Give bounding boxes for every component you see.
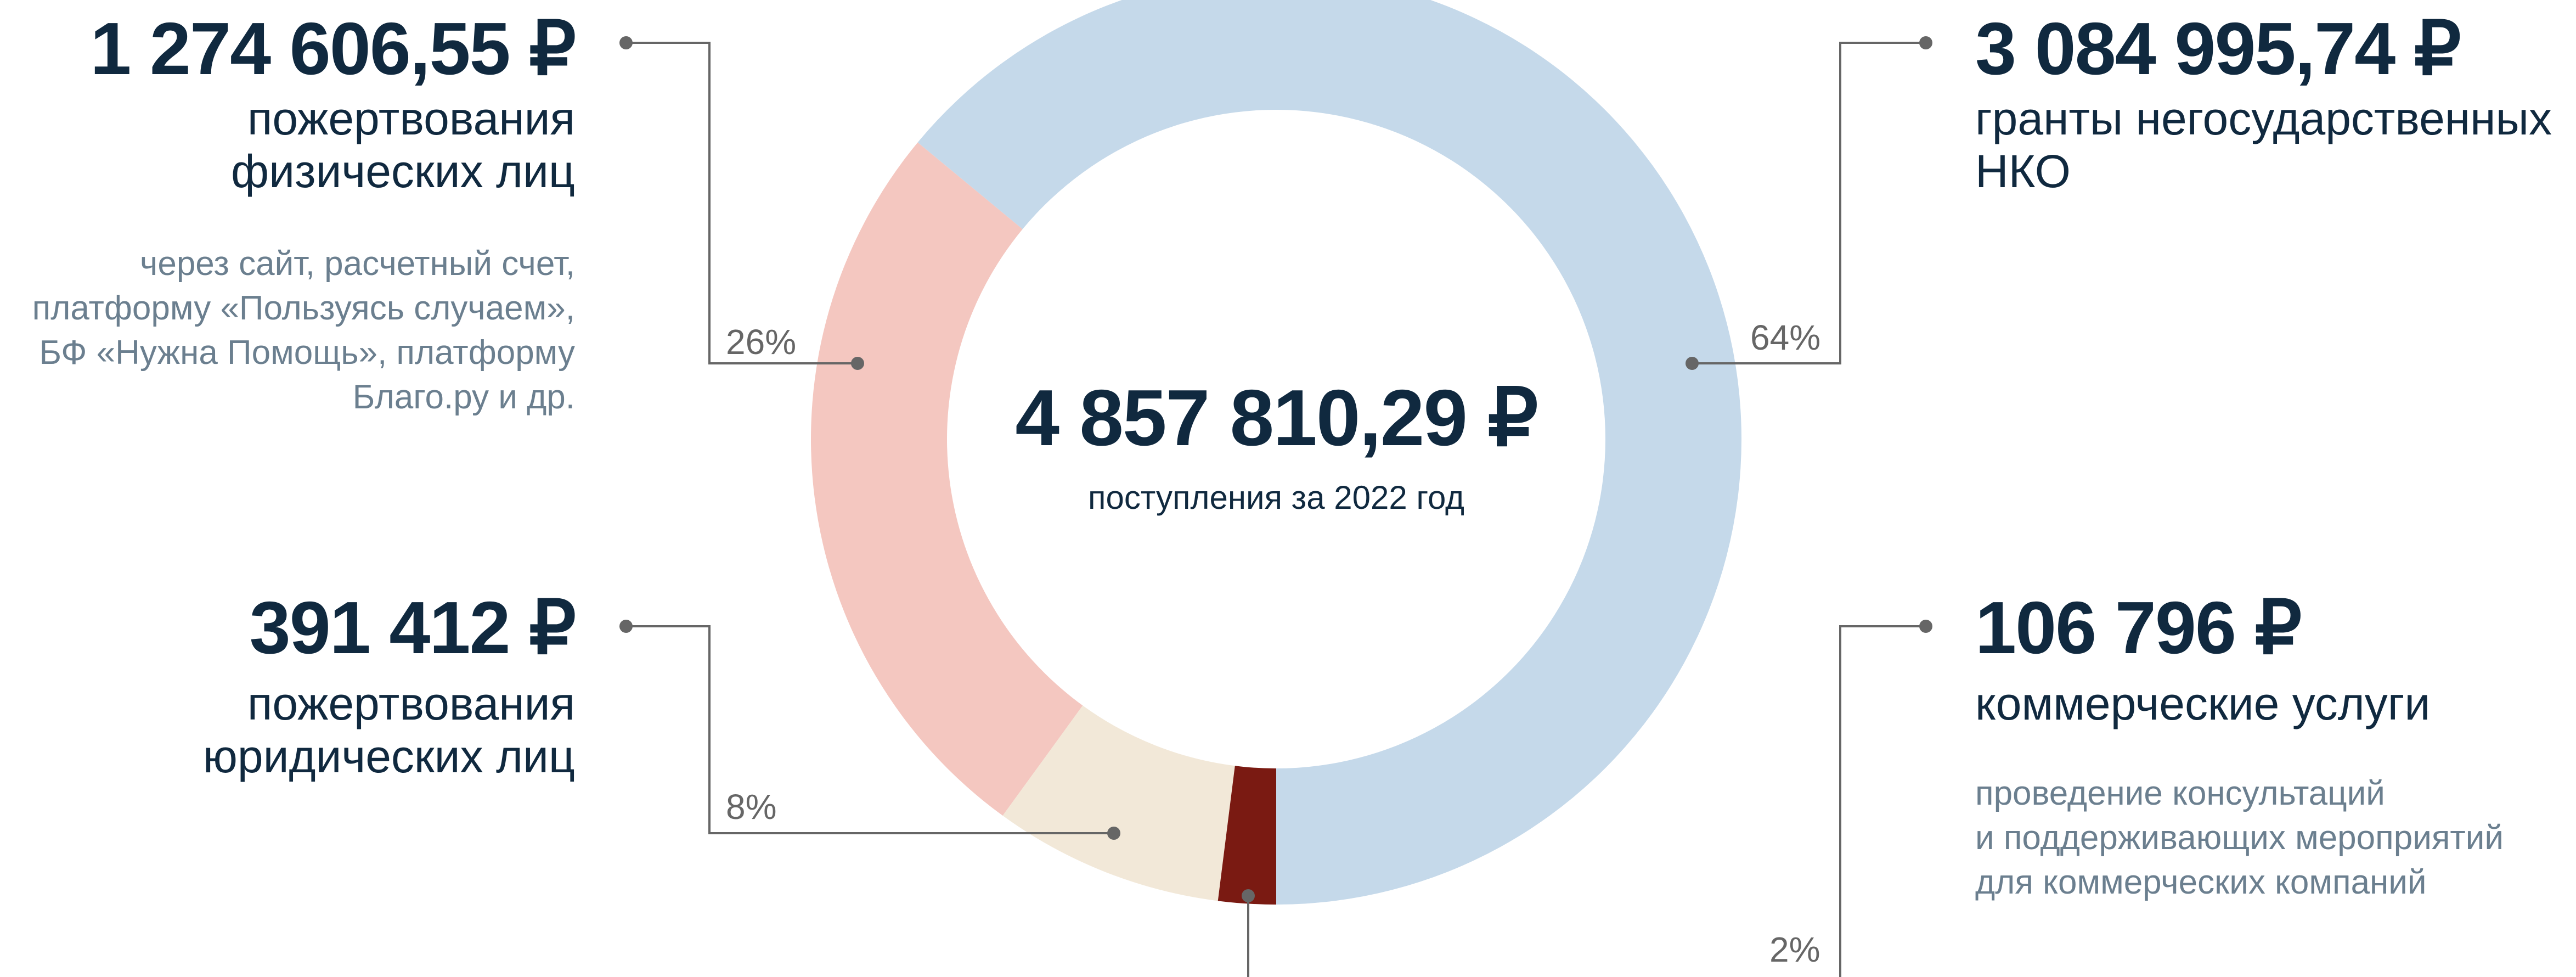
leader-line <box>1692 42 1926 364</box>
leader-line <box>626 42 858 364</box>
amount: 106 796 ₽ <box>1975 586 2302 669</box>
leader-line <box>626 625 1114 834</box>
category-name: пожертвования юридических лиц <box>202 678 575 782</box>
percent-label: 26% <box>726 322 797 362</box>
center-label: поступления за 2022 год <box>1087 479 1464 516</box>
leader-dot <box>1919 620 1932 633</box>
leader-dot <box>1242 889 1255 902</box>
percent-label: 8% <box>726 787 777 827</box>
description: проведение консультаций и поддерживающих… <box>1975 774 2504 901</box>
leader-dot <box>1107 827 1120 840</box>
leader-dot <box>1686 357 1699 370</box>
category-name: пожертвования физических лиц <box>230 93 575 197</box>
category-name: коммерческие услуги <box>1975 678 2431 729</box>
leader-dot <box>619 36 633 49</box>
percent-label: 64% <box>1750 318 1821 357</box>
donut-segment <box>1217 766 1276 905</box>
amount: 391 412 ₽ <box>249 586 576 669</box>
category-name: гранты негосударственных НКО <box>1975 93 2552 197</box>
leader-dot <box>851 357 864 370</box>
description: через сайт, расчетный счет, платформу «П… <box>32 245 575 416</box>
donut-segment <box>811 142 1083 816</box>
leader-dot <box>619 620 633 633</box>
center-value: 4 857 810,29 ₽ <box>1015 373 1538 462</box>
donut-segment <box>1002 705 1235 901</box>
donut-segment <box>917 0 1741 905</box>
percent-label: 2% <box>1769 930 1820 969</box>
leader-dot <box>1919 36 1932 49</box>
amount: 3 084 995,74 ₽ <box>1975 7 2461 90</box>
leader-line <box>1839 625 1926 977</box>
amount: 1 274 606,55 ₽ <box>90 7 576 90</box>
